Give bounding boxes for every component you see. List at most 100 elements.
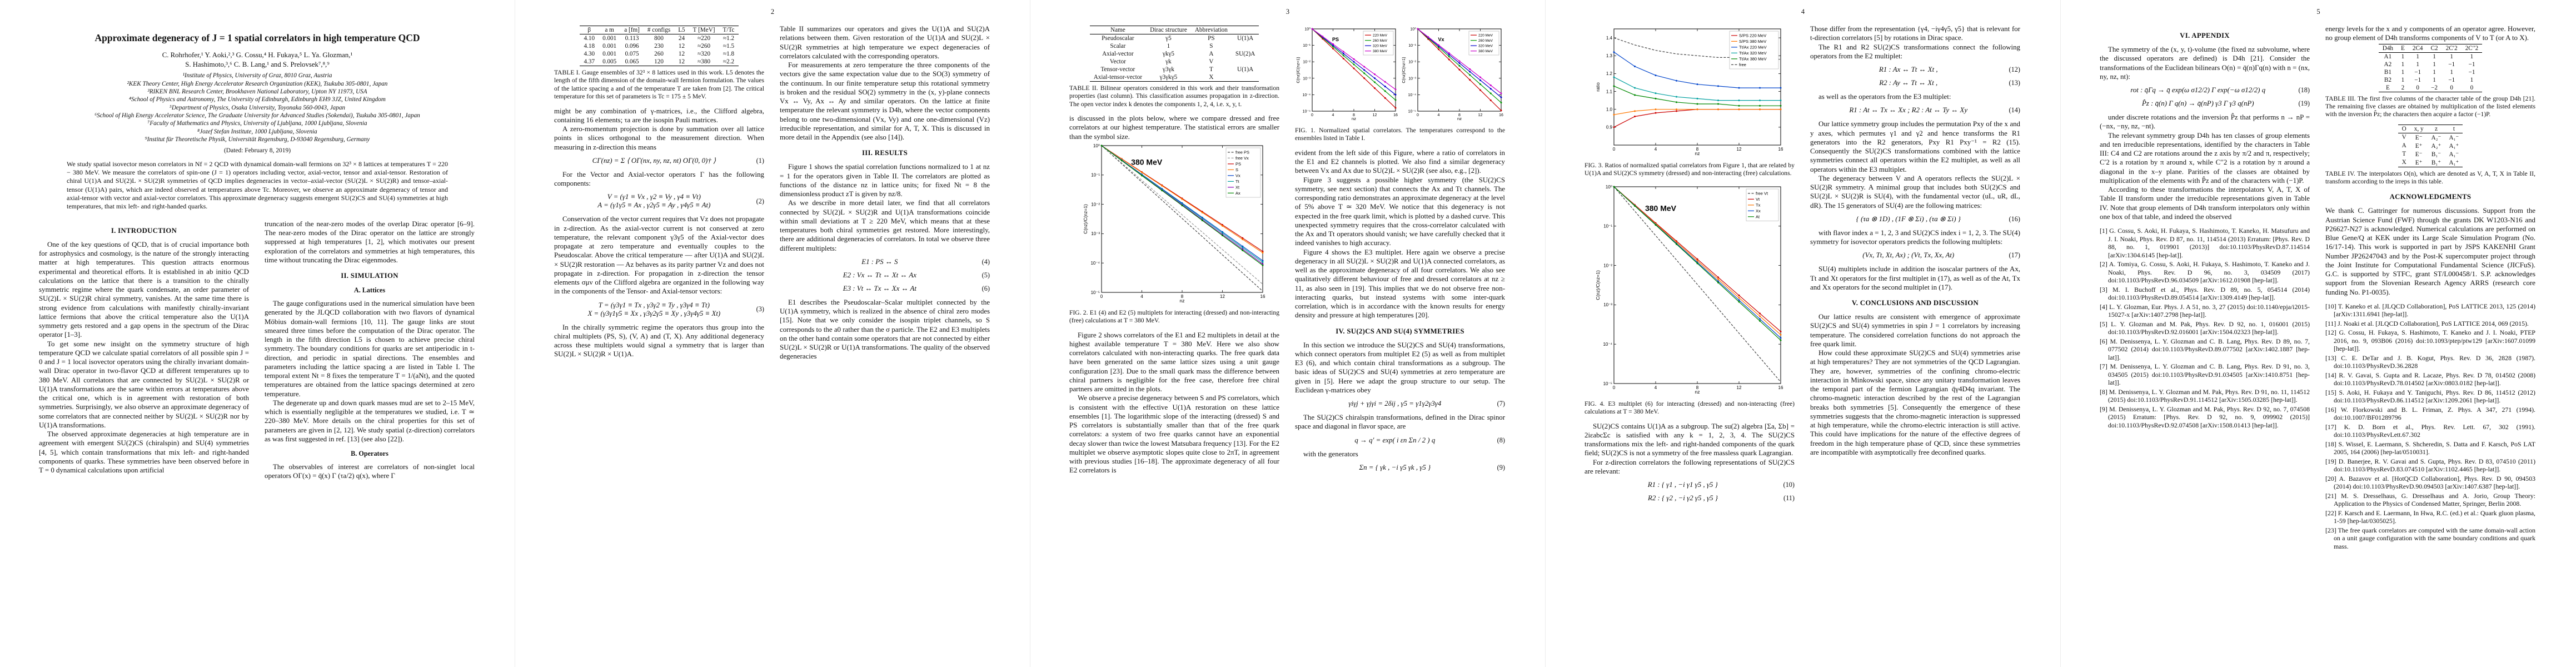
page5-col2-text-a: energy levels for the x and y components… xyxy=(2325,24,2535,43)
page-3: 3 Name Dirac structure Abbreviation Pseudo… xyxy=(1030,0,1546,667)
page4-col1-text: SU(2)CS contains U(1)A as a subgroup. Th… xyxy=(1585,422,1795,503)
svg-text:10⁰: 10⁰ xyxy=(1093,143,1100,148)
table-cell: E⁺ xyxy=(2415,159,2423,166)
table-cell: 230 xyxy=(654,43,664,49)
page-1: Approximate degeneracy of J = 1 spatial … xyxy=(0,0,515,667)
svg-text:C(nz)/C(nz=1): C(nz)/C(nz=1) xyxy=(1595,270,1601,300)
table-cell: 0 xyxy=(2450,84,2453,91)
table-header-cell xyxy=(1232,26,1259,34)
paragraph: Table II summarizes our operators and gi… xyxy=(780,25,990,60)
paragraph: The observables of interest are correlat… xyxy=(265,463,475,480)
reference-entry: [8] M. Denissenya, L. Y. Glozman and M. … xyxy=(2100,387,2310,404)
table-cell: ≈380 xyxy=(697,58,711,65)
svg-text:free Vx: free Vx xyxy=(1235,156,1249,161)
page-number: 5 xyxy=(2316,8,2320,16)
table-cell: −2 xyxy=(2431,84,2438,91)
paragraph: Conservation of the vector current requi… xyxy=(554,215,764,296)
equation-number: (13) xyxy=(2009,79,2021,87)
reference-entry: [18] S. Wissel, E. Laermann, S. Shchered… xyxy=(2325,440,2535,456)
reference-entry: [9] M. Denissenya, L. Y. Glozman and M. … xyxy=(2100,405,2310,429)
svg-text:Xx: Xx xyxy=(1756,208,1761,213)
reference-entry: [17] K. D. Born et al., Phys. Rev. Lett.… xyxy=(2325,422,2535,439)
table-header-row: Name Dirac structure Abbreviation xyxy=(1089,26,1259,34)
table-header-cell: T/Tc xyxy=(723,27,735,33)
table-1-caption: TABLE I. Gauge ensembles of 32³ × 8 latt… xyxy=(554,69,764,101)
svg-text:8: 8 xyxy=(1696,385,1699,390)
svg-text:4: 4 xyxy=(1438,113,1440,117)
section-heading: A. Lattices xyxy=(353,286,386,295)
fig2-plot: 10⁰ 10⁻¹ 10⁻² 10⁻³ 10⁻⁴ 10⁻⁵ 0 4 8 12 16 nz C(nz)/C(… xyxy=(1083,142,1266,306)
svg-text:Vx: Vx xyxy=(1235,173,1240,178)
page3-col1-text-b: Figure 2 shows correlators of the E1 and… xyxy=(1069,331,1279,475)
table-cell: A2 xyxy=(2384,61,2392,68)
page2-col1-text: might be any combination of γ-matrices, … xyxy=(554,107,764,359)
page3-col2-text: evident from the left side of this Figur… xyxy=(1295,148,1505,472)
table-cell: A₁⁻ xyxy=(2449,151,2459,158)
table-cell: V xyxy=(2401,134,2406,141)
table-row: 4.37 0.005 0.065 120 12 ≈380 ≈2.2 xyxy=(580,58,738,66)
paragraph: The degenerate up and down quark masses … xyxy=(265,399,475,443)
equation-number: (19) xyxy=(2298,99,2310,107)
table-row: 4.10 0.001 0.113 800 24 ≈220 ≈1.2 xyxy=(580,34,738,43)
svg-text:PS: PS xyxy=(1332,37,1339,42)
table-cell: −1 xyxy=(2468,61,2475,68)
equation: R1 : { γ1 , −i γ1 γ5 , γ5 } (10) xyxy=(1585,481,1795,489)
abstract: We study spatial isovector meson correla… xyxy=(67,160,448,210)
paragraph: The R1 and R2 SU(2)CS transformations co… xyxy=(1810,43,2020,60)
table-cell: 4.10 xyxy=(584,35,595,42)
title-block: Approximate degeneracy of J = 1 spatial … xyxy=(39,32,476,211)
table-cell: 2 xyxy=(2401,84,2405,91)
table-cell: 1 xyxy=(2450,53,2453,60)
svg-text:Vt: Vt xyxy=(1756,197,1760,202)
table-cell: −1 xyxy=(2468,68,2475,76)
equation-body: CΓ(nz) = Σ ⟨ OΓ(nx, ny, nz, nt) OΓ(0, 0)… xyxy=(592,156,716,165)
section-heading: III. RESULTS xyxy=(861,149,908,157)
table-cell: 0.001 xyxy=(602,35,617,42)
table-header-row: D4h E 2C4 C2 2C′2 2C′′2 xyxy=(2378,44,2483,52)
table-cell: −1 xyxy=(2414,76,2421,83)
table-4-caption: TABLE IV. The interpolators O(n), which … xyxy=(2325,170,2535,185)
page5-col1-text: VI. APPENDIX The symmetry of the (x, y, t… xyxy=(2100,32,2310,221)
authors-line-2: S. Hashimoto,³,⁶ C. B. Lang,¹ and S. Pre… xyxy=(185,60,330,68)
table-header-row: β a m a [fm] # configs L5 T [MeV] T/Tc xyxy=(580,26,739,34)
equation-number: (11) xyxy=(1783,494,1795,502)
table-cell: ≈1.8 xyxy=(723,51,735,57)
reference-entry: [1] G. Cossu, S. Aoki, H. Fukaya, S. Has… xyxy=(2100,227,2310,259)
table-cell: 1 xyxy=(2401,76,2405,83)
paragraph: In this section we introduce the SU(2)CS… xyxy=(1295,341,1505,394)
svg-text:10⁻³: 10⁻³ xyxy=(1091,231,1100,236)
svg-text:10⁻³: 10⁻³ xyxy=(1603,302,1612,307)
svg-text:10⁻⁴: 10⁻⁴ xyxy=(1090,261,1100,266)
paragraph: SU(4) multiplets include in addition the… xyxy=(1810,265,2020,291)
table-3-caption: TABLE III. The first five columns of the… xyxy=(2325,94,2535,118)
equation-number: (3) xyxy=(756,305,764,313)
page-number: 4 xyxy=(1801,8,1805,16)
table-cell: −1 xyxy=(2414,68,2421,76)
table-cell: B₁⁻ xyxy=(2431,151,2442,158)
table-header-cell: E xyxy=(2401,44,2405,52)
page-number: 3 xyxy=(1285,8,1290,16)
table-cell: SU(2)A xyxy=(1235,51,1255,57)
svg-text:10⁻⁴: 10⁻⁴ xyxy=(1603,342,1612,347)
affiliation: ¹Institute of Physics, University of Gra… xyxy=(182,72,332,79)
paragraph: For measurements at zero temperature the… xyxy=(780,61,990,141)
svg-text:1.4: 1.4 xyxy=(1606,36,1613,41)
svg-text:4: 4 xyxy=(1332,113,1334,117)
svg-text:0: 0 xyxy=(1311,113,1313,117)
equation: Σn = { γk , −i γ5 γk , γ5 } (9) xyxy=(1295,464,1505,472)
equation: (Vx, Tt, Xt, Ax) ; (Vt, Tx, Xx, At) (17) xyxy=(1810,251,2020,260)
table-cell: 1 xyxy=(2433,53,2436,60)
equation-body: E2 : Vx ↔ Tt ↔ Xt ↔ Ax xyxy=(843,271,916,279)
svg-text:1.2: 1.2 xyxy=(1606,71,1613,76)
figure-4: 10⁰ 10⁻¹ 10⁻² 10⁻³ 10⁻⁴ 10⁻⁵ 0 4 8 12 16 nz C(nz)/C(… xyxy=(1585,183,1795,416)
paragraph: How could these approximate SU(2)CS and … xyxy=(1810,349,2020,456)
paragraph: To get some new insight on the symmetry … xyxy=(39,340,249,429)
reference-entry: [13] C. E. DeTar and J. B. Kogut, Phys. … xyxy=(2325,354,2535,370)
paragraph: According to these transformations the i… xyxy=(2100,186,2310,221)
table-header-cell: β xyxy=(587,27,591,33)
table-header-cell: 2C4 xyxy=(2412,44,2423,52)
svg-text:8: 8 xyxy=(1696,147,1699,152)
svg-text:10⁻⁴: 10⁻⁴ xyxy=(1408,93,1417,97)
svg-text:10⁻⁵: 10⁻⁵ xyxy=(1091,290,1100,295)
table-row: A2 1 1 1 −1 −1 xyxy=(2379,61,2483,68)
